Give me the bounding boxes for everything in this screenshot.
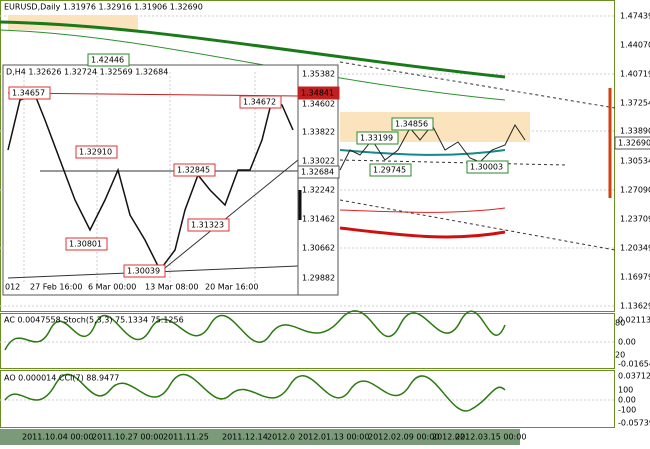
ac-header: AC 0.0047558 Stoch(5,3,3) 75.1334 75.125… <box>4 316 184 325</box>
level-label-box <box>356 131 399 145</box>
time-tick: 2011.12.14 <box>222 433 268 442</box>
ac-tick: -0.01654 <box>618 360 650 369</box>
time-tick: 20 Mar 16:00 <box>205 283 258 292</box>
zone <box>8 15 138 30</box>
level-label-box <box>187 218 230 232</box>
price-tick: 1.13629 <box>620 302 650 311</box>
level-label-box <box>173 163 216 177</box>
trend-line <box>339 199 616 251</box>
trend-line <box>164 159 299 269</box>
trend-line <box>339 159 566 166</box>
price-tick: 1.35382 <box>302 70 335 79</box>
time-tick: 13 Mar 08:00 <box>145 283 198 292</box>
stoch-line <box>4 310 506 351</box>
time-tick: 2011.11.25 <box>163 433 209 442</box>
price-tick: 1.20349 <box>620 244 650 253</box>
time-tick: 012 <box>5 283 20 292</box>
level-label-box <box>87 53 130 67</box>
price-tick: 1.29882 <box>302 274 335 283</box>
band-line <box>0 29 506 101</box>
resistance-price-box <box>297 86 340 100</box>
cci-line <box>4 373 506 412</box>
level-label-box <box>75 145 118 159</box>
ac-tick: 0.00 <box>618 338 636 347</box>
level-label: 1.33199 <box>360 134 393 143</box>
current-price-box <box>297 165 340 179</box>
inset-grid <box>23 72 256 282</box>
time-tick: 2011.10.04 00:00 <box>22 433 93 442</box>
price-tick: 1.44070 <box>620 41 650 50</box>
level-label: 1.30003 <box>470 163 503 172</box>
price-tick: 1.23709 <box>620 215 650 224</box>
main-frame <box>0 0 615 312</box>
ao-tick: 0.00 <box>618 396 636 405</box>
current-price: 1.32684 <box>301 168 334 177</box>
band-line <box>339 149 506 156</box>
level-label-box <box>65 237 108 251</box>
level: 20 <box>615 351 625 360</box>
price-tick: 1.37254 <box>620 99 650 108</box>
ac-tick: 0.02113 <box>618 316 650 325</box>
price-tick: 1.30534 <box>620 157 650 166</box>
time-bar <box>0 429 520 445</box>
current-price-box <box>614 136 650 150</box>
ao-tick: -100 <box>618 406 636 415</box>
band-line <box>0 20 506 79</box>
price-tick: 1.40719 <box>620 70 650 79</box>
price-tick: 1.31462 <box>302 215 335 224</box>
level-label: 1.30801 <box>69 240 102 249</box>
level-label: 1.34856 <box>395 120 428 129</box>
price-tick: 1.47439 <box>620 12 650 21</box>
level-label: 1.34672 <box>243 98 276 107</box>
level-label-box <box>123 264 166 278</box>
ac-frame <box>0 313 615 369</box>
price-tick: 1.30662 <box>302 244 335 253</box>
level: 80 <box>615 319 625 328</box>
price-tick: 1.34602 <box>302 100 335 109</box>
price-tick: 1.33890 <box>620 127 650 136</box>
trend-line <box>339 61 616 109</box>
level-label-box <box>391 117 434 131</box>
level-label: 1.30039 <box>127 267 160 276</box>
band-line <box>339 207 506 213</box>
time-tick: 2012.01.13 00:00 <box>298 433 369 442</box>
ao-tick: 0.03712 <box>618 372 650 381</box>
level-label-box <box>466 160 509 174</box>
price-tick: 1.33022 <box>302 157 335 166</box>
time-tick: 2011.10.27 00:00 <box>92 433 163 442</box>
level-label: 1.34657 <box>12 89 45 98</box>
resistance-price: 1.34841 <box>301 89 334 98</box>
price-tick: 1.33822 <box>302 128 335 137</box>
ao-frame <box>0 370 615 428</box>
level-label-box <box>239 95 282 109</box>
ao-tick: 100 <box>618 386 633 395</box>
time-tick: 27 Feb 16:00 <box>30 283 82 292</box>
time-tick: 6 Mar 00:00 <box>88 283 136 292</box>
price-tick: 1.27090 <box>620 186 650 195</box>
band-line <box>339 226 506 239</box>
level-label: 1.31323 <box>191 221 224 230</box>
level-label-box <box>8 86 51 100</box>
time-tick: 2012.03.15 00:00 <box>455 433 526 442</box>
time-tick: 2012.02. <box>432 433 468 442</box>
ao-tick: -0.05739 <box>618 419 650 428</box>
level-label: 1.42446 <box>91 56 124 65</box>
price-tick: 1.32242 <box>302 186 335 195</box>
current-price: 1.32690 <box>618 139 650 148</box>
level-label-box <box>369 163 412 177</box>
main-header: EURUSD,Daily 1.31976 1.32916 1.31906 1.3… <box>4 3 203 12</box>
time-tick: 2012.02.09 00:00 <box>368 433 439 442</box>
time-tick: 2012.0 <box>267 433 295 442</box>
ao-header: AO 0.000014 CCI(7) 88.9477 <box>4 374 119 383</box>
level-label: 1.29745 <box>373 166 406 175</box>
level-label: 1.32910 <box>79 148 112 157</box>
inset-header: D,H4 1.32626 1.32724 1.32569 1.32684 <box>6 68 168 77</box>
level-label: 1.32845 <box>177 166 210 175</box>
price-tick: 1.16979 <box>620 273 650 282</box>
